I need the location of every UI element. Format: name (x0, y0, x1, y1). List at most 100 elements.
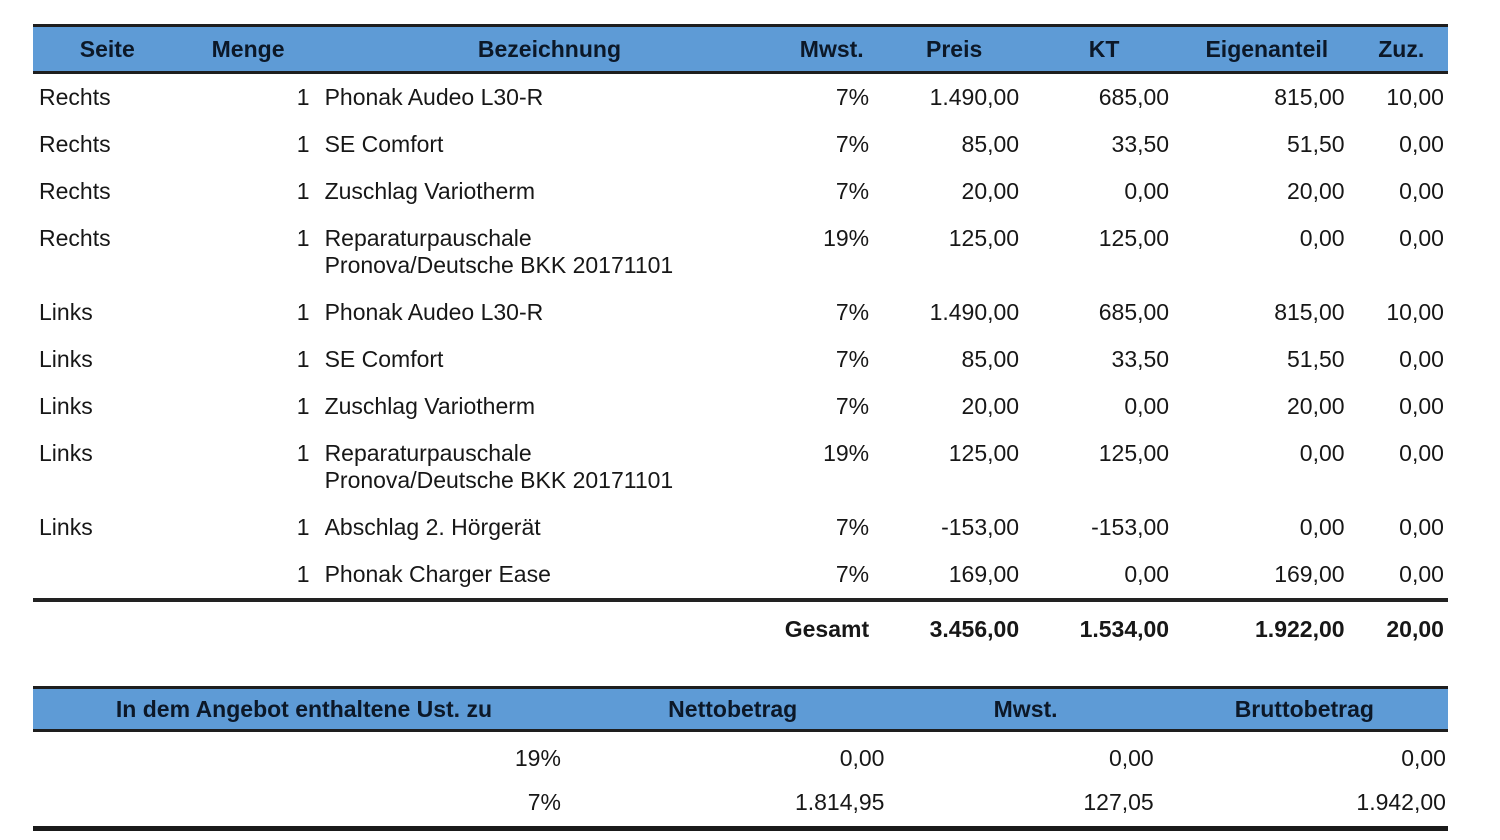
cell-mwst: 7% (835, 346, 870, 372)
cell-zuz: 0,00 (1399, 440, 1444, 466)
cell-mwst: 7% (835, 393, 870, 419)
bezeichnung-line: Phonak Charger Ease (324, 561, 551, 587)
cell-bruttobetrag: 1.942,00 (1356, 789, 1446, 815)
cell-kt: -153,00 (1091, 514, 1170, 540)
cell-seite: Links (39, 346, 93, 372)
bezeichnung-line: Pronova/Deutsche BKK 20171101 (324, 252, 674, 278)
cell-eigenanteil: 20,00 (1286, 393, 1345, 419)
items-table-header: Seite Menge Bezeichnung Mwst. Preis KT E… (33, 24, 1448, 74)
total-kt: 1.534,00 (1079, 616, 1170, 642)
vat-table-header: In dem Angebot enthaltene Ust. zu Nettob… (33, 686, 1448, 732)
cell-kt: 125,00 (1098, 440, 1170, 466)
cell-kt: 685,00 (1098, 299, 1170, 325)
cell-seite: Rechts (39, 178, 111, 204)
cell-menge: 1 (296, 514, 310, 540)
cell-menge: 1 (296, 440, 310, 466)
cell-kt: 0,00 (1124, 178, 1170, 204)
table-row: Links 1 Zuschlag Variotherm 7% 20,00 0,0… (33, 383, 1448, 430)
cell-mwst: 19% (823, 225, 870, 251)
cell-eigenanteil: 20,00 (1286, 178, 1345, 204)
cell-mwst: 7% (835, 514, 870, 540)
cell-preis: -153,00 (941, 514, 1020, 540)
cell-eigenanteil: 0,00 (1299, 440, 1345, 466)
cell-seite: Links (39, 299, 93, 325)
cell-zuz: 0,00 (1399, 561, 1444, 587)
cell-mwst: 7% (835, 84, 870, 110)
cell-preis: 85,00 (961, 346, 1020, 372)
table-row: Rechts 1 Phonak Audeo L30-R 7% 1.490,00 … (33, 74, 1448, 121)
cell-nettobetrag: 0,00 (839, 745, 885, 771)
column-header-menge: Menge (211, 35, 285, 62)
column-header-bezeichnung: Bezeichnung (477, 35, 621, 62)
column-header-mwst: Mwst. (799, 35, 864, 62)
total-zuz: 20,00 (1386, 616, 1444, 642)
cell-bezeichnung: Phonak Charger Ease (315, 561, 785, 588)
cell-menge: 1 (296, 84, 310, 110)
vat-summary-table: In dem Angebot enthaltene Ust. zu Nettob… (33, 686, 1448, 831)
total-eigenanteil: 1.922,00 (1255, 616, 1345, 642)
cell-preis: 85,00 (961, 131, 1020, 157)
cell-zuz: 0,00 (1399, 393, 1444, 419)
cell-mwst: 0,00 (1108, 745, 1154, 771)
cell-eigenanteil: 51,50 (1286, 131, 1345, 157)
cell-seite: Rechts (39, 225, 111, 251)
cell-seite: Links (39, 393, 93, 419)
cell-bezeichnung: Reparaturpauschale Pronova/Deutsche BKK 2… (315, 440, 785, 494)
cell-preis: 1.490,00 (929, 84, 1020, 110)
cell-zuz: 0,00 (1399, 178, 1444, 204)
cell-bruttobetrag: 0,00 (1401, 745, 1446, 771)
cell-preis: 20,00 (961, 393, 1020, 419)
cell-bezeichnung: Reparaturpauschale Pronova/Deutsche BKK 2… (315, 225, 785, 279)
cell-bezeichnung: Phonak Audeo L30-R (315, 299, 785, 326)
total-label: Gesamt (784, 616, 870, 642)
bezeichnung-line: Pronova/Deutsche BKK 20171101 (324, 467, 674, 493)
cell-menge: 1 (296, 561, 310, 587)
cell-preis: 169,00 (948, 561, 1020, 587)
cell-bezeichnung: SE Comfort (315, 346, 785, 373)
cell-zuz: 10,00 (1386, 84, 1444, 110)
cell-menge: 1 (296, 131, 310, 157)
table-row: Links 1 Abschlag 2. Hörgerät 7% -153,00 … (33, 504, 1448, 551)
cell-mwst: 19% (823, 440, 870, 466)
bezeichnung-line: Reparaturpauschale (324, 225, 532, 251)
cell-mwst: 7% (835, 178, 870, 204)
cell-menge: 1 (296, 299, 310, 325)
cell-eigenanteil: 815,00 (1274, 299, 1345, 325)
cell-preis: 1.490,00 (929, 299, 1020, 325)
cell-bezeichnung: Phonak Audeo L30-R (315, 84, 785, 111)
cell-eigenanteil: 815,00 (1274, 84, 1345, 110)
table-row: 1 Phonak Charger Ease 7% 169,00 0,00 169… (33, 551, 1448, 598)
cell-menge: 1 (296, 178, 310, 204)
cell-bezeichnung: Zuschlag Variotherm (315, 178, 785, 205)
items-table-body: Rechts 1 Phonak Audeo L30-R 7% 1.490,00 … (33, 74, 1448, 598)
cell-bezeichnung: SE Comfort (315, 131, 785, 158)
cell-zuz: 0,00 (1399, 514, 1444, 540)
cell-vat-rate: 19% (514, 745, 561, 771)
column-header-preis: Preis (925, 35, 983, 62)
cell-mwst: 127,05 (1083, 789, 1154, 815)
table-row: Rechts 1 Zuschlag Variotherm 7% 20,00 0,… (33, 168, 1448, 215)
total-preis: 3.456,00 (929, 616, 1020, 642)
table-row: Links 1 Reparaturpauschale Pronova/Deutsc… (33, 430, 1448, 504)
table-row: 7% 1.814,95 127,05 1.942,00 (33, 776, 1448, 820)
cell-menge: 1 (296, 346, 310, 372)
bezeichnung-line: SE Comfort (324, 346, 444, 372)
table-row: Rechts 1 Reparaturpauschale Pronova/Deuts… (33, 215, 1448, 289)
cell-mwst: 7% (835, 561, 870, 587)
table-row: Rechts 1 SE Comfort 7% 85,00 33,50 51,50… (33, 121, 1448, 168)
cell-bezeichnung: Abschlag 2. Hörgerät (315, 514, 785, 541)
cell-preis: 125,00 (948, 225, 1020, 251)
column-header-vat-mwst: Mwst. (993, 695, 1058, 722)
cell-seite: Links (39, 440, 93, 466)
cell-kt: 125,00 (1098, 225, 1170, 251)
cell-kt: 0,00 (1124, 561, 1170, 587)
column-header-zuz: Zuz. (1378, 35, 1425, 62)
column-header-bruttobetrag: Bruttobetrag (1234, 695, 1374, 722)
table-row: Links 1 SE Comfort 7% 85,00 33,50 51,50 … (33, 336, 1448, 383)
cell-kt: 33,50 (1111, 346, 1170, 372)
cell-zuz: 0,00 (1399, 225, 1444, 251)
bezeichnung-line: Zuschlag Variotherm (324, 178, 536, 204)
cell-seite (33, 561, 182, 588)
cell-nettobetrag: 1.814,95 (794, 789, 885, 815)
